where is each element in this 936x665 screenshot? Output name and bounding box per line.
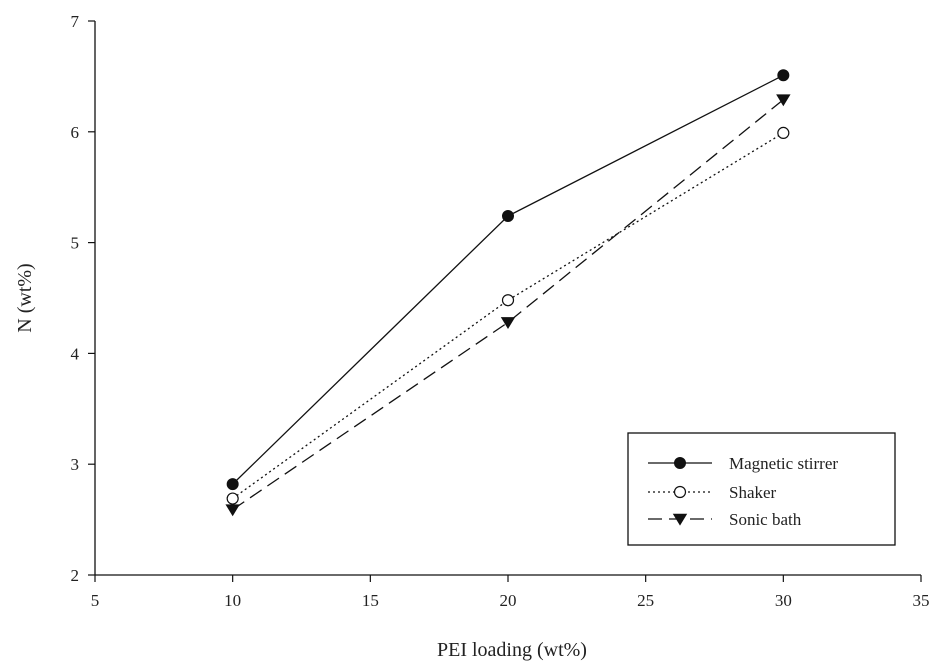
y-tick-label: 5	[71, 234, 80, 253]
series-shaker	[226, 126, 790, 505]
y-axis-title: N (wt%)	[14, 263, 36, 332]
series-layer	[225, 69, 791, 517]
x-tick-label: 5	[91, 591, 100, 610]
data-point	[225, 504, 240, 517]
x-axis-title: PEI loading (wt%)	[437, 639, 587, 661]
series-line	[232, 74, 784, 485]
data-point	[673, 485, 687, 499]
data-point	[226, 478, 239, 491]
series-line	[232, 99, 784, 511]
legend-box	[627, 432, 896, 546]
legend-item: Sonic bath	[648, 510, 802, 529]
data-point	[674, 457, 686, 469]
data-point	[672, 513, 688, 526]
x-tick-label: 10	[224, 591, 241, 610]
series-sonic-bath	[225, 94, 791, 517]
x-tick-label: 35	[913, 591, 930, 610]
y-ticks: 2 3 4 5 6 7	[71, 12, 95, 585]
data-point	[777, 69, 790, 82]
y-tick-label: 7	[71, 12, 80, 31]
y-tick-label: 2	[71, 566, 80, 585]
x-ticks: 5 10 15 20 25 30 35	[91, 575, 930, 610]
x-tick-label: 25	[637, 591, 654, 610]
legend: Magnetic stirrer Shaker Sonic bath	[627, 432, 896, 546]
legend-item: Shaker	[648, 483, 777, 502]
legend-label: Magnetic stirrer	[729, 454, 838, 473]
legend-item: Magnetic stirrer	[648, 454, 838, 473]
data-point	[776, 94, 791, 107]
data-point	[226, 492, 239, 505]
x-tick-label: 15	[362, 591, 379, 610]
x-tick-label: 30	[775, 591, 792, 610]
y-tick-label: 6	[71, 123, 80, 142]
y-tick-label: 3	[71, 455, 80, 474]
data-point	[502, 210, 514, 223]
y-tick-label: 4	[71, 344, 80, 363]
x-tick-label: 20	[500, 591, 517, 610]
data-point	[500, 317, 516, 329]
legend-label: Shaker	[729, 483, 777, 502]
legend-label: Sonic bath	[729, 510, 802, 529]
data-point	[501, 294, 515, 307]
series-magnetic-stirrer	[226, 69, 790, 491]
data-point	[777, 126, 790, 140]
